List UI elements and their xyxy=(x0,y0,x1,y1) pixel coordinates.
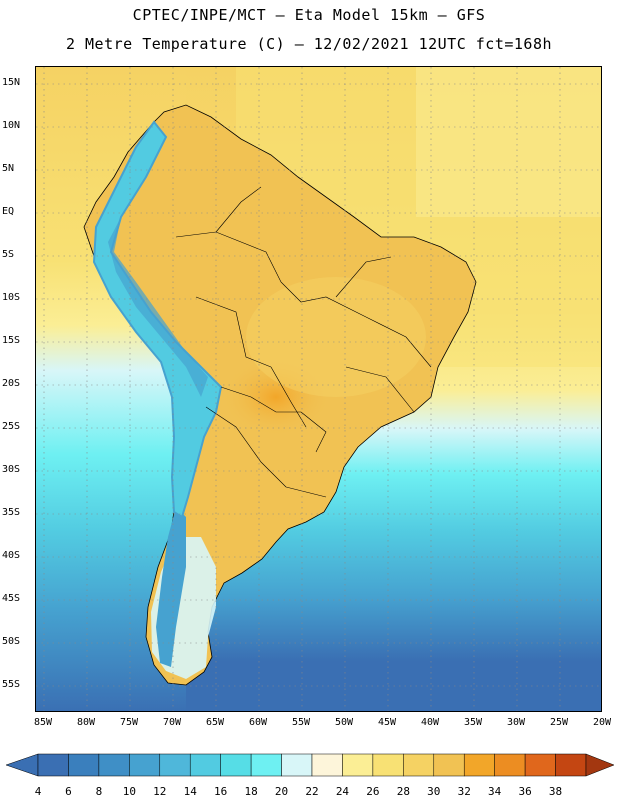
colorbar-swatch xyxy=(98,753,130,777)
andes-crest xyxy=(108,217,208,397)
lat-tick-label: 10S xyxy=(2,292,21,303)
lat-tick-label: 5S xyxy=(2,249,15,260)
colorbar-swatch xyxy=(524,753,556,777)
title-line-2: 2 Metre Temperature (C) – 12/02/2021 12U… xyxy=(65,35,553,53)
lon-tick-label: 40W xyxy=(420,717,440,728)
lon-tick-label: 50W xyxy=(334,717,354,728)
colorbar-swatch xyxy=(433,753,465,777)
lat-tick-label: 10N xyxy=(2,120,21,131)
lat-tick-label: 5N xyxy=(2,163,15,174)
colorbar-tick-label: 26 xyxy=(366,785,380,798)
lat-tick-label: 40S xyxy=(2,550,21,561)
colorbar-tick-label: 16 xyxy=(214,785,228,798)
colorbar-swatch xyxy=(342,753,374,777)
colorbar-tick-label: 14 xyxy=(183,785,197,798)
colorbar-tick-label: 10 xyxy=(122,785,136,798)
lat-tick-label: 15S xyxy=(2,335,21,346)
lat-tick-label: 25S xyxy=(2,421,21,432)
lat-tick-label: EQ xyxy=(2,206,15,217)
colorbar-svg xyxy=(5,753,615,777)
colorbar-tick-label: 22 xyxy=(305,785,319,798)
colorbar-swatch xyxy=(159,753,191,777)
colorbar-tick-label: 36 xyxy=(518,785,532,798)
graticule xyxy=(36,67,601,711)
lon-tick-label: 55W xyxy=(291,717,311,728)
colorbar-tick-label: 28 xyxy=(396,785,410,798)
lat-tick-label: 30S xyxy=(2,464,21,475)
colorbar-tick-label: 30 xyxy=(427,785,441,798)
colorbar-swatch xyxy=(129,753,161,777)
colorbar-tick-label: 24 xyxy=(335,785,350,798)
north-atlantic xyxy=(416,67,601,217)
colorbar-swatch xyxy=(250,753,282,777)
lon-tick-label: 35W xyxy=(463,717,483,728)
lon-tick-label: 85W xyxy=(33,717,53,728)
lon-tick-label: 65W xyxy=(205,717,225,728)
colorbar-swatch xyxy=(463,753,495,777)
lon-tick-label: 75W xyxy=(119,717,139,728)
colorbar-swatch xyxy=(311,753,343,777)
lat-tick-label: 55S xyxy=(2,679,21,690)
colorbar-swatch xyxy=(403,753,435,777)
colorbar-swatch xyxy=(494,753,526,777)
colorbar-tick-label: 4 xyxy=(34,785,42,798)
colorbar-tick-label: 38 xyxy=(548,785,563,798)
lon-tick-label: 45W xyxy=(377,717,397,728)
lon-tick-label: 80W xyxy=(76,717,96,728)
lon-tick-label: 70W xyxy=(162,717,182,728)
colorbar-left-arrow xyxy=(5,753,39,777)
lat-tick-label: 50S xyxy=(2,636,21,647)
lat-tick-label: 45S xyxy=(2,593,21,604)
temperature-map xyxy=(36,67,601,711)
colorbar-tick-label: 20 xyxy=(274,785,289,798)
lat-tick-label: 15N xyxy=(2,77,21,88)
title-line-1: CPTEC/INPE/MCT – Eta Model 15km – GFS xyxy=(132,6,486,24)
colorbar-swatch xyxy=(189,753,221,777)
colorbar-tick-label: 32 xyxy=(457,785,471,798)
lon-tick-label: 25W xyxy=(549,717,569,728)
colorbar-tick-label: 6 xyxy=(65,785,72,798)
central-region xyxy=(246,277,426,397)
colorbar-tick-label: 34 xyxy=(488,785,502,798)
colorbar-swatch xyxy=(220,753,252,777)
lat-tick-label: 20S xyxy=(2,378,21,389)
lon-tick-label: 20W xyxy=(592,717,612,728)
colorbar-swatch xyxy=(281,753,313,777)
country-borders xyxy=(175,186,432,498)
colorbar-tick-label: 8 xyxy=(95,785,103,798)
colorbar-swatch xyxy=(372,753,404,777)
colorbar-right-arrow xyxy=(585,753,615,777)
colorbar-swatch xyxy=(555,753,587,777)
colorbar xyxy=(0,750,618,790)
lon-tick-label: 30W xyxy=(506,717,526,728)
lat-tick-label: 35S xyxy=(2,507,21,518)
lon-tick-label: 60W xyxy=(248,717,268,728)
colorbar-swatch xyxy=(37,753,69,777)
colorbar-tick-label: 12 xyxy=(153,785,167,798)
colorbar-swatch xyxy=(68,753,100,777)
map-panel xyxy=(35,66,602,712)
colorbar-tick-label: 18 xyxy=(244,785,258,798)
andes-south-cold xyxy=(156,507,186,667)
